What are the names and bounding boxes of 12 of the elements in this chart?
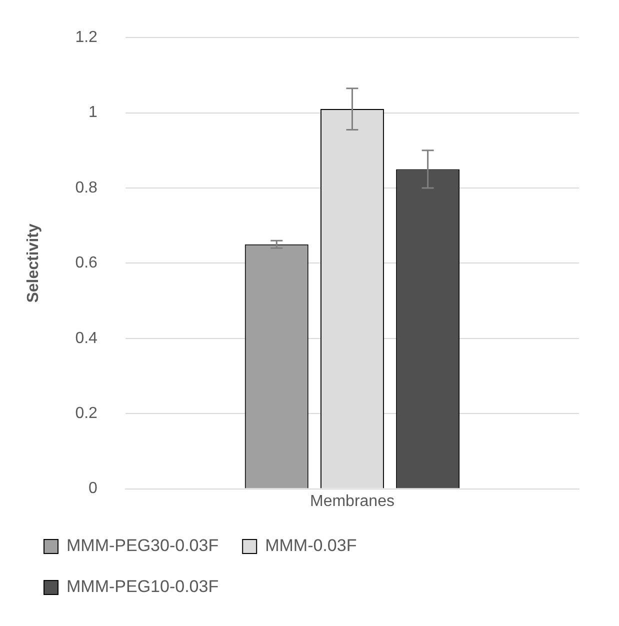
legend-label: MMM-PEG10-0.03F	[66, 577, 219, 596]
y-axis-title: Selectivity	[25, 224, 42, 303]
y-tick-label: 0	[88, 480, 98, 498]
y-tick-label: 1.2	[75, 29, 98, 46]
y-tick-label: 0.4	[75, 330, 98, 347]
legend-label: MMM-0.03F	[265, 536, 357, 556]
y-tick-label: 1	[88, 104, 98, 122]
y-tick-label: 0.6	[75, 254, 98, 272]
legend-label: MMM-PEG30-0.03F	[66, 536, 219, 556]
y-tick-label: 0.2	[75, 405, 98, 422]
x-tick-label: Membranes	[310, 492, 394, 510]
y-tick-label: 0.8	[75, 179, 98, 196]
